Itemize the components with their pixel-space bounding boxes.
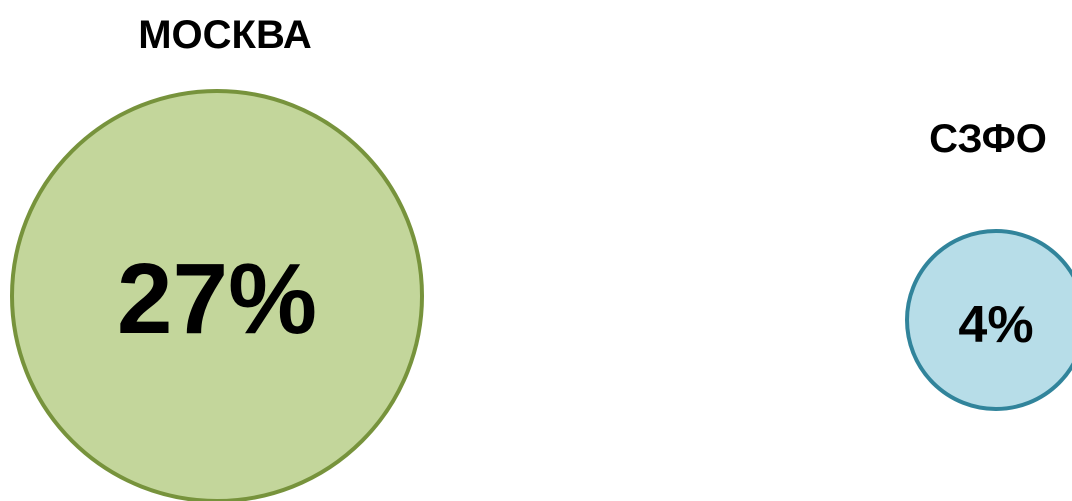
region-label-szfo: СЗФО: [929, 117, 1047, 161]
value-label-moscow: 27%: [117, 243, 317, 355]
bubble-moscow: [10, 89, 424, 501]
bubble-group-szfo: СЗФО 4%: [905, 117, 1072, 411]
bubble-szfo: [905, 229, 1072, 411]
value-label-szfo: 4%: [958, 296, 1033, 354]
bubble-group-moscow: МОСКВА 27%: [10, 13, 424, 501]
region-label-moscow: МОСКВА: [138, 13, 312, 57]
